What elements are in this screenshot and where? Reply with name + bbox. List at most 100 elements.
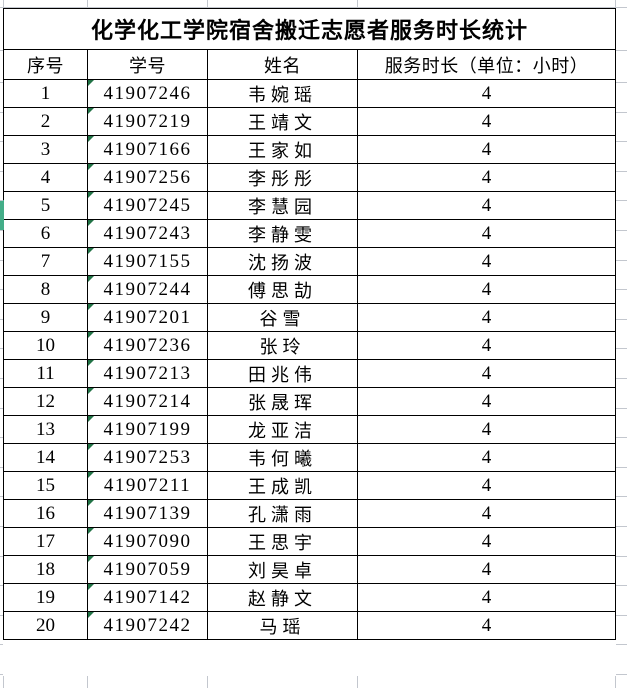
cell-index[interactable]: 2 bbox=[3, 107, 88, 136]
cell-name[interactable]: 王靖文 bbox=[207, 107, 358, 136]
cell-hours[interactable]: 4 bbox=[357, 387, 616, 416]
cell-student-id[interactable]: 41907246 bbox=[87, 79, 208, 108]
cell-student-id[interactable]: 41907139 bbox=[87, 499, 208, 528]
cell-name[interactable]: 刘昊卓 bbox=[207, 555, 358, 584]
cell-index[interactable]: 7 bbox=[3, 247, 88, 276]
cell-hours[interactable]: 4 bbox=[357, 191, 616, 220]
cell-student-id[interactable]: 41907166 bbox=[87, 135, 208, 164]
cell-name[interactable]: 沈扬波 bbox=[207, 247, 358, 276]
cell-name[interactable]: 李彤彤 bbox=[207, 163, 358, 192]
cell-index[interactable]: 10 bbox=[3, 331, 88, 360]
cell-name[interactable]: 韦婉瑶 bbox=[207, 79, 358, 108]
cell-name[interactable]: 张晟珲 bbox=[207, 387, 358, 416]
cell-student-id[interactable]: 41907213 bbox=[87, 359, 208, 388]
student-id-value: 41907214 bbox=[103, 390, 192, 412]
cell-name[interactable]: 韦何曦 bbox=[207, 443, 358, 472]
cell-index[interactable]: 20 bbox=[3, 611, 88, 640]
gridline bbox=[0, 230, 3, 231]
cell-hours[interactable]: 4 bbox=[357, 471, 616, 500]
cell-hours[interactable]: 4 bbox=[357, 499, 616, 528]
cell-name[interactable]: 王思宇 bbox=[207, 527, 358, 556]
cell-index[interactable]: 17 bbox=[3, 527, 88, 556]
student-id-value: 41907243 bbox=[103, 222, 192, 244]
gridline bbox=[0, 289, 3, 290]
cell-student-id[interactable]: 41907201 bbox=[87, 303, 208, 332]
cell-name[interactable]: 赵静文 bbox=[207, 583, 358, 612]
cell-name[interactable]: 田兆伟 bbox=[207, 359, 358, 388]
cell-student-id[interactable]: 41907253 bbox=[87, 443, 208, 472]
cell-hours[interactable]: 4 bbox=[357, 79, 616, 108]
cell-index[interactable]: 8 bbox=[3, 275, 88, 304]
cell-index[interactable]: 19 bbox=[3, 583, 88, 612]
name-value: 马瑶 bbox=[259, 616, 306, 637]
cell-student-id[interactable]: 41907256 bbox=[87, 163, 208, 192]
cell-hours[interactable]: 4 bbox=[357, 583, 616, 612]
cell-student-id[interactable]: 41907155 bbox=[87, 247, 208, 276]
index-value: 20 bbox=[36, 614, 55, 636]
cell-name[interactable]: 龙亚洁 bbox=[207, 415, 358, 444]
cell-hours[interactable]: 4 bbox=[357, 163, 616, 192]
cell-name[interactable]: 谷雪 bbox=[207, 303, 358, 332]
cell-hours[interactable]: 4 bbox=[357, 135, 616, 164]
table-title-cell[interactable]: 化学化工学院宿舍搬迁志愿者服务时长统计 bbox=[3, 8, 616, 50]
header-cell-student-id[interactable]: 学号 bbox=[87, 49, 208, 80]
cell-name[interactable]: 王家如 bbox=[207, 135, 358, 164]
cell-hours[interactable]: 4 bbox=[357, 219, 616, 248]
gridline bbox=[616, 496, 627, 497]
header-cell-name[interactable]: 姓名 bbox=[207, 49, 358, 80]
cell-name[interactable]: 李静雯 bbox=[207, 219, 358, 248]
cell-hours[interactable]: 4 bbox=[357, 247, 616, 276]
number-stored-as-text-flag-icon bbox=[88, 472, 94, 478]
cell-student-id[interactable]: 41907059 bbox=[87, 555, 208, 584]
cell-hours[interactable]: 4 bbox=[357, 611, 616, 640]
cell-index[interactable]: 4 bbox=[3, 163, 88, 192]
name-value: 韦何曦 bbox=[248, 448, 317, 469]
cell-name[interactable]: 王成凯 bbox=[207, 471, 358, 500]
student-id-value: 41907242 bbox=[103, 614, 192, 636]
cell-student-id[interactable]: 41907245 bbox=[87, 191, 208, 220]
cell-hours[interactable]: 4 bbox=[357, 359, 616, 388]
cell-index[interactable]: 6 bbox=[3, 219, 88, 248]
cell-student-id[interactable]: 41907214 bbox=[87, 387, 208, 416]
cell-hours[interactable]: 4 bbox=[357, 443, 616, 472]
cell-index[interactable]: 15 bbox=[3, 471, 88, 500]
cell-hours[interactable]: 4 bbox=[357, 527, 616, 556]
cell-name[interactable]: 马瑶 bbox=[207, 611, 358, 640]
cell-name[interactable]: 张玲 bbox=[207, 331, 358, 360]
cell-student-id[interactable]: 41907219 bbox=[87, 107, 208, 136]
cell-index[interactable]: 11 bbox=[3, 359, 88, 388]
cell-hours[interactable]: 4 bbox=[357, 107, 616, 136]
cell-student-id[interactable]: 41907243 bbox=[87, 219, 208, 248]
cell-index[interactable]: 3 bbox=[3, 135, 88, 164]
cell-name[interactable]: 李慧园 bbox=[207, 191, 358, 220]
cell-student-id[interactable]: 41907090 bbox=[87, 527, 208, 556]
header-cell-hours[interactable]: 服务时长（单位：小时） bbox=[357, 49, 616, 80]
cell-index[interactable]: 1 bbox=[3, 79, 88, 108]
cell-index[interactable]: 5 bbox=[3, 191, 88, 220]
number-stored-as-text-flag-icon bbox=[88, 444, 94, 450]
cell-student-id[interactable]: 41907236 bbox=[87, 331, 208, 360]
cell-hours[interactable]: 4 bbox=[357, 275, 616, 304]
cell-name[interactable]: 傅思劼 bbox=[207, 275, 358, 304]
cell-index[interactable]: 9 bbox=[3, 303, 88, 332]
cell-hours[interactable]: 4 bbox=[357, 415, 616, 444]
cell-index[interactable]: 14 bbox=[3, 443, 88, 472]
cell-hours[interactable]: 4 bbox=[357, 331, 616, 360]
cell-student-id[interactable]: 41907242 bbox=[87, 611, 208, 640]
cell-index[interactable]: 13 bbox=[3, 415, 88, 444]
cell-student-id[interactable]: 41907142 bbox=[87, 583, 208, 612]
name-value: 赵静文 bbox=[248, 588, 317, 609]
cell-name[interactable]: 孔潇雨 bbox=[207, 499, 358, 528]
name-value: 王靖文 bbox=[248, 112, 317, 133]
header-cell-index[interactable]: 序号 bbox=[3, 49, 88, 80]
cell-index[interactable]: 12 bbox=[3, 387, 88, 416]
cell-student-id[interactable]: 41907244 bbox=[87, 275, 208, 304]
cell-index[interactable]: 18 bbox=[3, 555, 88, 584]
cell-student-id[interactable]: 41907211 bbox=[87, 471, 208, 500]
cell-hours[interactable]: 4 bbox=[357, 555, 616, 584]
cell-hours[interactable]: 4 bbox=[357, 303, 616, 332]
cell-student-id[interactable]: 41907199 bbox=[87, 415, 208, 444]
cell-index[interactable]: 16 bbox=[3, 499, 88, 528]
hours-value: 4 bbox=[481, 446, 492, 468]
index-value: 18 bbox=[36, 558, 55, 580]
